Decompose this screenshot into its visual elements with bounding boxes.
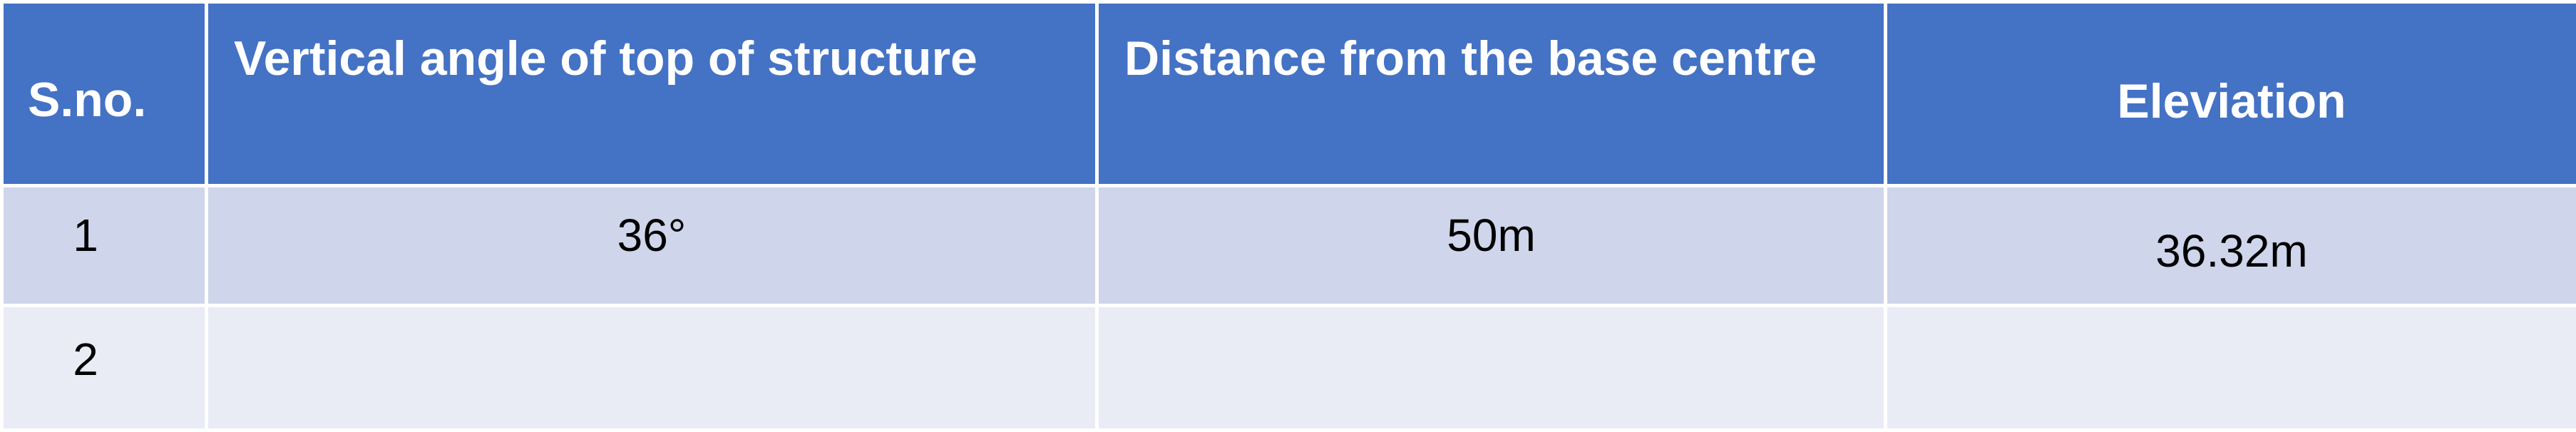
table-row: 2	[2, 306, 2576, 431]
header-label: Distance from the base centre	[1124, 31, 1884, 86]
cell-value: 1	[0, 209, 205, 262]
header-vertical-angle: Vertical angle of top of structure	[207, 2, 1097, 186]
cell-vertical-angle: 36°	[207, 186, 1097, 306]
header-label: S.no.	[28, 72, 205, 128]
cell-vertical-angle	[207, 306, 1097, 431]
header-serial-number: S.no.	[2, 2, 207, 186]
cell-distance: 50m	[1097, 186, 1886, 306]
cell-serial-number: 1	[2, 186, 207, 306]
cell-distance	[1097, 306, 1886, 431]
cell-elevation: 36.32m	[1886, 186, 2576, 306]
cell-value: 2	[0, 333, 205, 386]
cell-elevation	[1886, 306, 2576, 431]
cell-value: 36.32m	[1887, 225, 2576, 277]
table-row: 1 36° 50m 36.32m	[2, 186, 2576, 306]
header-label: Eleviation	[1887, 73, 2576, 129]
header-elevation: Eleviation	[1886, 2, 2576, 186]
header-label: Vertical angle of top of structure	[234, 31, 1095, 86]
header-distance: Distance from the base centre	[1097, 2, 1886, 186]
cell-value: 36°	[208, 209, 1095, 262]
table-header-row: S.no. Vertical angle of top of structure…	[2, 2, 2576, 186]
cell-serial-number: 2	[2, 306, 207, 431]
cell-value: 50m	[1099, 209, 1884, 262]
